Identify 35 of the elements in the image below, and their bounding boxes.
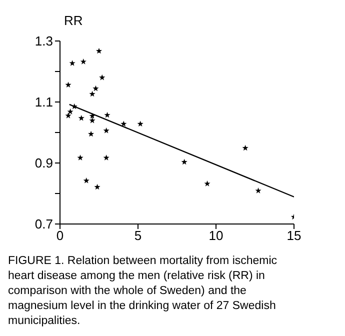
point [88,130,94,137]
caption: FIGURE 1. Relation between mortality from ischemic heart disease among the men (relative risk (RR) in comparison with the whole of Sweden) and the magnesium level in the drinking water of 27 Swedish municipalities. [8,254,278,329]
point [120,120,127,127]
y-tick-label: 1.3 [34,34,53,49]
point [242,144,248,151]
point [94,184,100,190]
point [89,90,96,97]
point [181,158,188,165]
point [67,108,74,114]
point [92,85,99,92]
point [89,112,96,119]
y-axis-title: RR [64,13,83,28]
point [65,82,72,88]
x-tick-label: 15 [286,228,302,244]
point [96,48,102,54]
point [99,74,106,80]
point [65,112,72,118]
point [83,177,90,184]
point [89,117,96,124]
point [103,127,110,134]
point [204,180,210,186]
x-tick-label: 10 [208,228,224,244]
y-tick-label: 0.7 [34,216,53,232]
point [104,112,110,118]
x-tick-label: 0 [56,228,64,244]
point [71,103,78,110]
point [80,58,86,64]
y-tick-label: 0.9 [34,156,53,171]
point [137,120,144,127]
point [255,188,262,194]
x-tick-label: 5 [134,228,142,244]
point [78,114,84,121]
point [77,154,84,160]
point [69,60,76,66]
y-tick-label: 1.1 [34,94,53,110]
